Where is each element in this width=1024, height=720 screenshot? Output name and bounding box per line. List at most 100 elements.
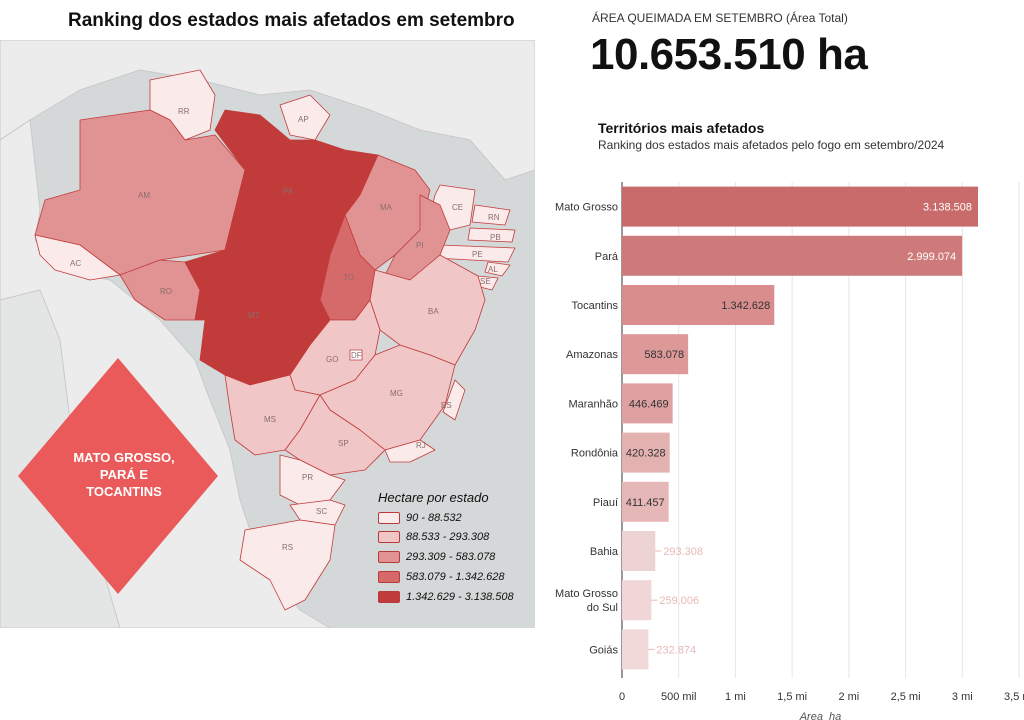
category-label: Rondônia	[571, 448, 619, 460]
legend-item: 293.309 - 583.078	[378, 551, 495, 565]
legend-item: 1.342.629 - 3.138.508	[378, 591, 514, 605]
callout-line: PARÁ E	[100, 467, 148, 482]
state-label: GO	[326, 355, 338, 364]
legend-swatch	[378, 591, 400, 604]
category-label: Mato Grosso	[555, 588, 618, 600]
state-label: ES	[441, 401, 452, 410]
value-label: 232.874	[656, 644, 696, 656]
state-label: AP	[298, 115, 309, 124]
category-label: Maranhão	[568, 398, 618, 410]
brazil-map: RR AP AM PA MA CE RN PB PE AL SE PI AC R…	[0, 40, 535, 628]
x-tick-label: 2,5 mi	[891, 691, 921, 703]
state-label: MG	[390, 389, 403, 398]
kpi-value: 10.653.510 ha	[590, 30, 868, 79]
bar	[622, 334, 689, 375]
category-label: Bahia	[590, 546, 619, 558]
state-label: AC	[70, 259, 81, 268]
bar	[622, 580, 652, 621]
value-label: 411.457	[626, 497, 665, 509]
state-label: PA	[283, 187, 294, 196]
kpi-label: ÁREA QUEIMADA EM SETEMBRO (Área Total)	[592, 11, 848, 25]
state-PB	[467, 227, 516, 243]
legend-swatch	[378, 531, 400, 544]
state-label: SC	[316, 507, 327, 516]
state-RJ	[384, 439, 436, 463]
brazil-map-svg: RR AP AM PA MA CE RN PB PE AL SE PI AC R…	[0, 40, 535, 628]
bar	[622, 432, 670, 473]
state-label: PE	[472, 250, 483, 259]
state-label: BA	[428, 307, 439, 316]
callout-line: TOCANTINS	[86, 484, 162, 499]
state-label: MS	[264, 415, 276, 424]
category-label: Amazonas	[566, 349, 618, 361]
value-label: 446.469	[629, 398, 669, 410]
x-tick-label: 500 mil	[661, 691, 696, 703]
x-tick-label: 3,5 mi	[1004, 691, 1024, 703]
x-tick-label: 0	[619, 691, 625, 703]
x-axis-title: Area_ha	[799, 711, 842, 720]
callout-diamond: MATO GROSSO, PARÁ E TOCANTINS	[18, 358, 218, 594]
state-label: RO	[160, 287, 172, 296]
state-AM	[34, 109, 246, 276]
legend-range: 583.079 - 1.342.628	[406, 571, 505, 583]
state-AC	[34, 234, 121, 281]
state-PR	[279, 454, 346, 506]
state-labels: RR AP AM PA MA CE RN PB PE AL SE PI AC R…	[70, 107, 501, 552]
legend-range: 293.309 - 583.078	[406, 551, 496, 563]
callout-line: MATO GROSSO,	[73, 450, 174, 465]
state-label: AL	[488, 265, 498, 274]
bar-chart: Mato Grosso 3.138.508 Pará 2.999.074 Tocanti…	[555, 182, 1024, 720]
bar	[622, 629, 649, 670]
category-label: Goiás	[589, 644, 618, 656]
legend-swatch	[378, 551, 400, 564]
neighbour-countries-north	[0, 40, 535, 181]
legend-item: 90 - 88.532	[378, 512, 462, 526]
state-label: SE	[480, 277, 491, 286]
x-tick-label: 1,5 mi	[777, 691, 807, 703]
state-label: RS	[282, 543, 293, 552]
category-label: Tocantins	[572, 300, 619, 312]
value-label: 259.006	[659, 595, 699, 607]
value-label: 420.328	[626, 448, 666, 460]
legend-range: 88.533 - 293.308	[406, 531, 490, 543]
state-label: RR	[178, 107, 190, 116]
state-label: CE	[452, 203, 463, 212]
state-AP	[279, 94, 331, 141]
state-SP	[284, 394, 386, 476]
legend-item: 583.079 - 1.342.628	[378, 571, 504, 585]
chart-title: Territórios mais afetados	[598, 120, 765, 136]
state-label: PI	[416, 241, 424, 250]
value-label: 583.078	[644, 349, 684, 361]
x-tick-label: 2 mi	[838, 691, 859, 703]
map-title: Ranking dos estados mais afetados em set…	[68, 10, 515, 31]
state-label: PR	[302, 473, 313, 482]
state-SC	[289, 499, 346, 526]
state-label: MA	[380, 203, 393, 212]
state-AL	[484, 261, 511, 277]
state-RN	[471, 204, 511, 226]
legend-item: 88.533 - 293.308	[378, 531, 489, 545]
bar	[622, 285, 775, 325]
state-label: AM	[138, 191, 150, 200]
legend-swatch	[378, 512, 400, 525]
x-tick-label: 1 mi	[725, 691, 746, 703]
category-label: Mato Grosso	[555, 202, 618, 214]
chart-subtitle: Ranking dos estados mais afetados pelo f…	[598, 138, 945, 152]
state-label: SP	[338, 439, 349, 448]
legend-title: Hectare por estado	[378, 490, 489, 505]
category-label: Pará	[595, 251, 619, 263]
bar	[622, 186, 978, 227]
legend-range: 90 - 88.532	[406, 512, 462, 524]
category-label: do Sul	[587, 602, 618, 614]
value-label: 293.308	[663, 546, 703, 558]
category-label: Piauí	[593, 497, 618, 509]
value-label: 1.342.628	[721, 300, 770, 312]
value-label: 2.999.074	[907, 251, 956, 263]
x-tick-label: 3 mi	[952, 691, 973, 703]
bar	[622, 383, 673, 424]
legend-swatch	[378, 571, 400, 584]
legend-range: 1.342.629 - 3.138.508	[406, 591, 514, 603]
state-label: RN	[488, 213, 500, 222]
state-DF	[349, 349, 363, 361]
state-RS	[239, 519, 336, 611]
